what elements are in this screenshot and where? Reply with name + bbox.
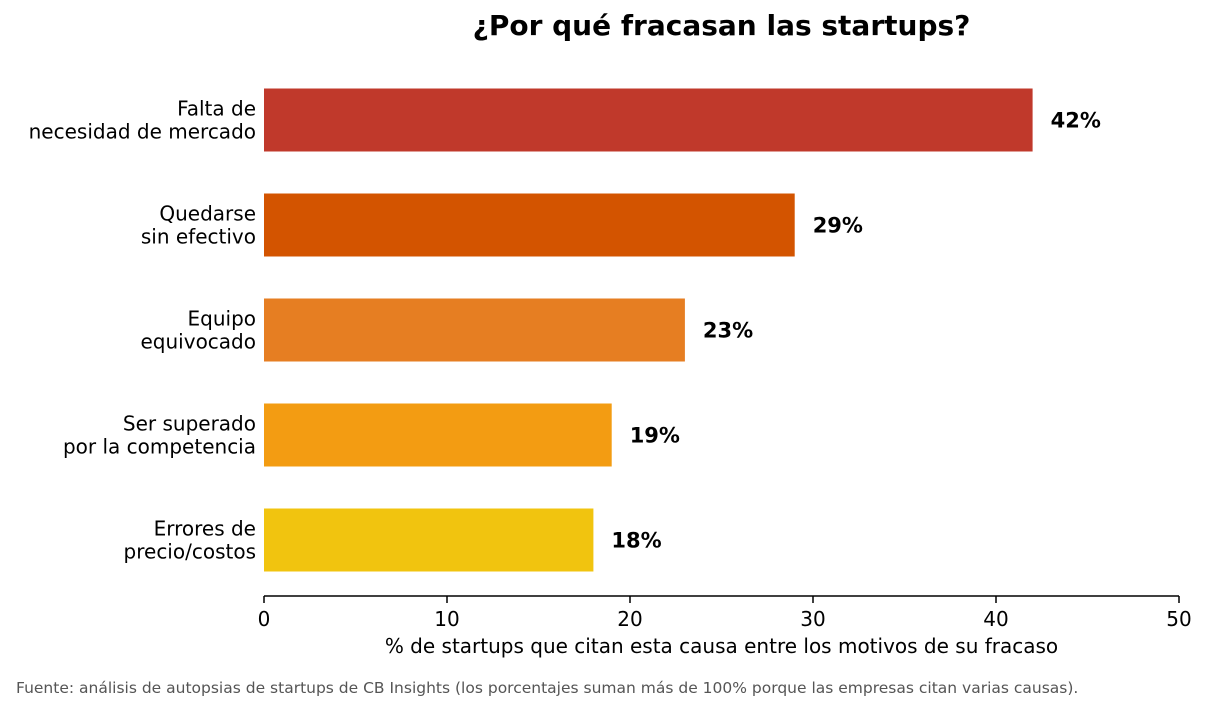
bars-layer <box>264 88 1033 572</box>
category-label-2: Quedarse sin efectivo <box>141 202 256 249</box>
x-tick-label-50: 50 <box>1166 607 1191 631</box>
x-tick-label-40: 40 <box>983 607 1008 631</box>
category-label-4: Ser superado por la competencia <box>63 412 256 459</box>
bar-5 <box>264 508 594 572</box>
data-label-5: 18% <box>611 529 661 553</box>
x-tick-label-20: 20 <box>617 607 642 631</box>
data-label-2: 29% <box>813 214 863 238</box>
value-labels: 42% 29% 23% 19% 18% <box>611 109 1100 553</box>
data-label-1: 42% <box>1051 109 1101 133</box>
x-ticks: 0 10 20 30 40 50 <box>258 596 1192 631</box>
x-axis: 0 10 20 30 40 50 % de startups que citan esta… <box>258 595 1192 658</box>
x-tick-label-30: 30 <box>800 607 825 631</box>
data-label-3: 23% <box>703 319 753 343</box>
data-label-4: 19% <box>630 424 680 448</box>
category-label-5: Errores de precio/costos <box>124 517 256 564</box>
source-note: Fuente: análisis de autopsias de startup… <box>16 679 1079 697</box>
bar-1 <box>264 88 1033 152</box>
x-tick-label-0: 0 <box>258 607 271 631</box>
x-tick-label-10: 10 <box>434 607 459 631</box>
category-label-3: Equipo equivocado <box>141 307 257 354</box>
category-labels: Falta de necesidad de mercado Quedarse sin … <box>29 97 256 564</box>
bar-4 <box>264 403 612 467</box>
chart-title: ¿Por qué fracasan las startups? <box>472 9 971 42</box>
x-axis-label: % de startups que citan esta causa entre… <box>385 634 1058 658</box>
bar-3 <box>264 298 685 362</box>
bar-2 <box>264 193 795 257</box>
category-label-1: Falta de necesidad de mercado <box>29 97 256 144</box>
